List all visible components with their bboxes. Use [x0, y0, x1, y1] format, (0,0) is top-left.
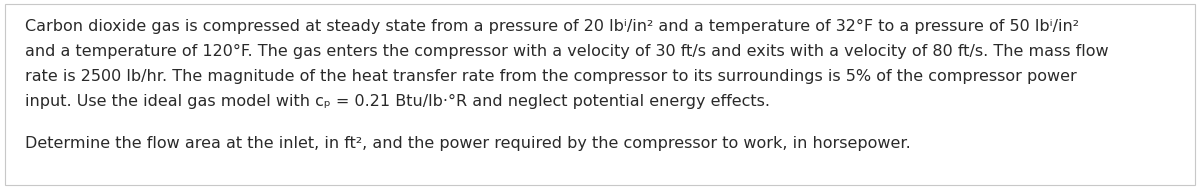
Text: Determine the flow area at the inlet, in ft², and the power required by the comp: Determine the flow area at the inlet, in… — [25, 136, 911, 151]
Text: and a temperature of 120°F. The gas enters the compressor with a velocity of 30 : and a temperature of 120°F. The gas ente… — [25, 44, 1109, 59]
FancyBboxPatch shape — [5, 4, 1195, 185]
Text: rate is 2500 lb/hr. The magnitude of the heat transfer rate from the compressor : rate is 2500 lb/hr. The magnitude of the… — [25, 69, 1076, 84]
Text: Carbon dioxide gas is compressed at steady state from a pressure of 20 lbⁱ/in² a: Carbon dioxide gas is compressed at stea… — [25, 19, 1079, 34]
Text: input. Use the ideal gas model with cₚ = 0.21 Btu/lb·°R and neglect potential en: input. Use the ideal gas model with cₚ =… — [25, 94, 770, 109]
